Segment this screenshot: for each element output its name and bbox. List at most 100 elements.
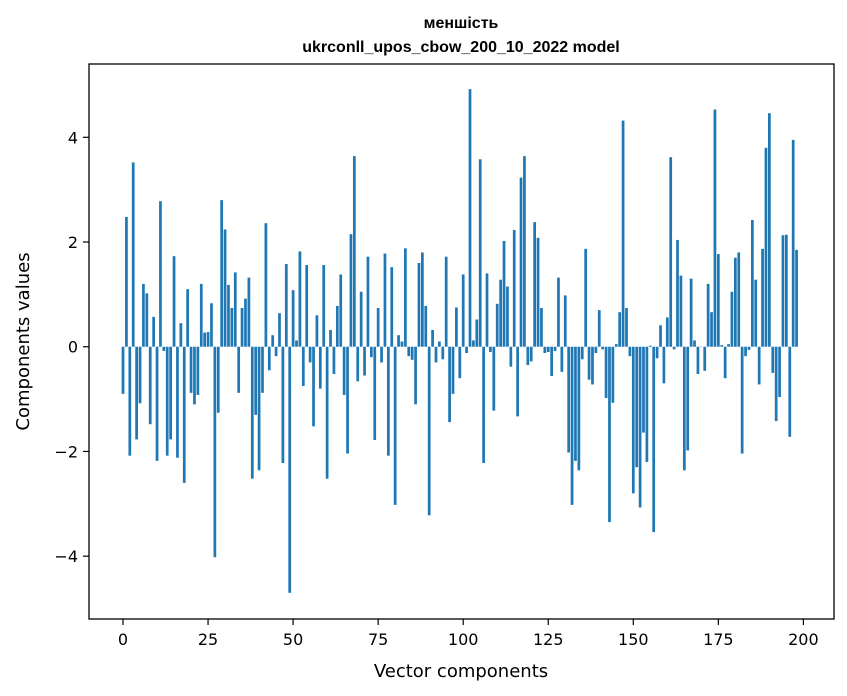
bar-63 (335, 305, 339, 347)
bar-147 (621, 120, 625, 347)
bar-20 (189, 346, 193, 393)
bar-166 (686, 346, 690, 451)
bar-64 (339, 274, 343, 347)
bar-113 (506, 286, 509, 347)
bar-50 (291, 290, 295, 347)
bar-189 (764, 147, 768, 347)
bar-129 (560, 346, 564, 372)
bar-162 (672, 346, 676, 350)
bar-27 (213, 346, 217, 558)
bar-198 (795, 249, 798, 347)
bar-154 (645, 346, 649, 462)
bar-139 (594, 346, 598, 354)
bar-46 (278, 313, 281, 347)
bar-80 (393, 346, 397, 505)
bar-71 (363, 346, 366, 376)
bar-91 (431, 329, 434, 347)
bar-142 (604, 346, 608, 399)
bar-29 (220, 200, 224, 347)
bar-186 (754, 279, 758, 347)
bar-94 (441, 346, 445, 360)
bar-102 (468, 89, 472, 347)
bar-0 (121, 346, 125, 394)
bar-155 (648, 345, 652, 347)
bar-14 (169, 346, 172, 440)
bar-127 (553, 346, 557, 351)
bar-197 (791, 139, 795, 347)
bar-1 (125, 216, 128, 347)
bar-183 (744, 346, 747, 357)
x-tick-label: 25 (198, 630, 218, 649)
bar-9 (152, 316, 155, 347)
bar-149 (628, 346, 632, 357)
bar-78 (387, 346, 390, 456)
bar-23 (199, 283, 203, 347)
bar-26 (210, 303, 213, 347)
bar-120 (529, 346, 533, 362)
bar-93 (438, 341, 441, 347)
y-axis-label: Components values (13, 252, 34, 430)
bar-187 (757, 346, 761, 385)
bar-82 (400, 341, 404, 347)
bar-195 (785, 234, 788, 347)
bar-44 (271, 335, 275, 347)
bar-109 (492, 346, 496, 411)
bar-125 (546, 346, 550, 352)
bar-56 (312, 346, 315, 427)
bar-151 (635, 346, 639, 468)
bar-51 (295, 340, 298, 347)
bar-62 (332, 346, 336, 374)
bar-160 (665, 317, 669, 347)
bar-115 (512, 229, 516, 347)
bar-124 (543, 346, 547, 354)
bar-16 (176, 346, 179, 458)
bar-163 (676, 239, 679, 347)
y-axis-ticks: −4 −2 0 2 4 (54, 128, 89, 566)
bar-22 (196, 346, 200, 395)
bar-100 (461, 274, 465, 347)
bar-140 (597, 310, 601, 347)
bar-45 (274, 346, 278, 357)
bar-3 (131, 162, 135, 347)
bar-77 (383, 253, 387, 347)
bar-43 (267, 346, 271, 371)
y-tick-label: 2 (68, 233, 78, 252)
bar-97 (451, 346, 455, 394)
bar-55 (308, 346, 312, 363)
x-tick-label: 0 (118, 630, 128, 649)
bar-133 (574, 346, 577, 461)
x-tick-label: 100 (448, 630, 479, 649)
y-tick-label: −2 (54, 442, 78, 461)
bar-165 (682, 346, 686, 471)
bar-95 (444, 256, 448, 347)
bar-179 (730, 291, 734, 347)
bar-8 (148, 346, 152, 425)
bar-88 (421, 252, 424, 347)
bar-90 (427, 346, 431, 516)
bar-136 (584, 248, 588, 347)
bar-126 (550, 346, 554, 377)
bar-31 (227, 284, 230, 347)
bar-141 (601, 346, 605, 350)
x-axis-label: Vector components (374, 661, 548, 682)
bar-59 (322, 265, 326, 347)
bar-4 (135, 346, 138, 440)
bar-98 (455, 307, 458, 347)
y-tick-label: 4 (68, 128, 78, 147)
bar-156 (652, 346, 656, 533)
bar-180 (733, 257, 737, 347)
bar-61 (329, 329, 332, 347)
bar-36 (244, 298, 247, 347)
bar-85 (410, 346, 414, 360)
bar-117 (519, 177, 523, 347)
bar-176 (720, 345, 724, 347)
bar-84 (407, 346, 411, 357)
bar-67 (349, 234, 353, 347)
bar-137 (587, 346, 591, 380)
bar-193 (778, 346, 781, 397)
bar-7 (145, 293, 149, 347)
bar-123 (540, 307, 543, 347)
x-axis-ticks: 0 25 50 75 100 125 150 175 200 (118, 619, 819, 649)
bar-58 (318, 346, 322, 389)
